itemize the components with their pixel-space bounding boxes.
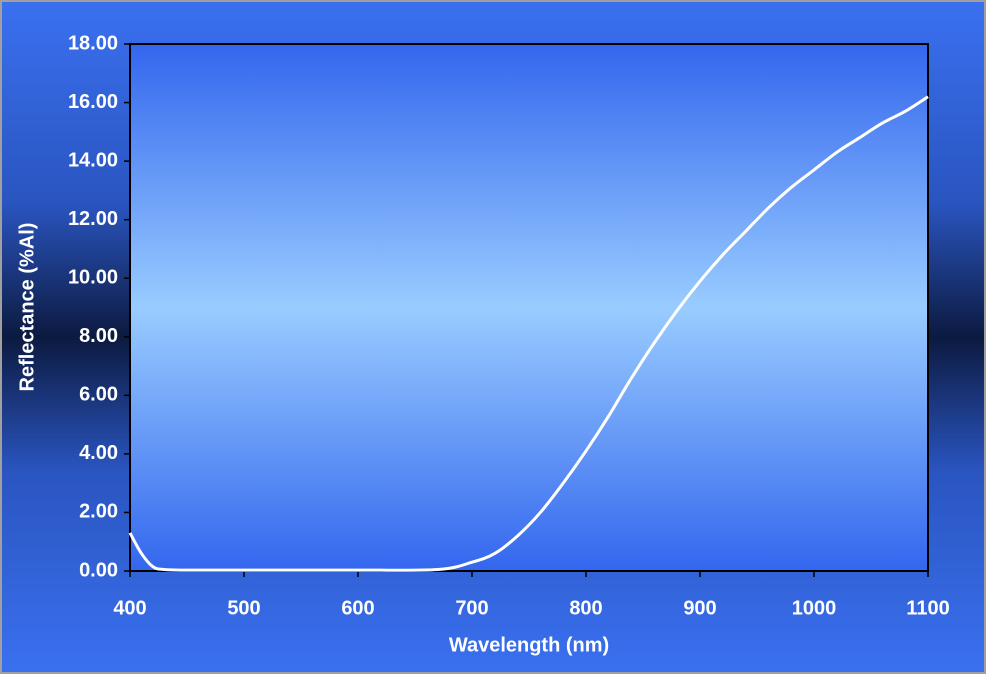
- y-tick-label: 0.00: [79, 559, 118, 581]
- x-axis-label: Wavelength (nm): [449, 634, 609, 656]
- y-tick-label: 6.00: [79, 384, 118, 406]
- x-tick-label: 1000: [792, 597, 837, 619]
- data-line: [128, 95, 929, 572]
- y-axis-label: Reflectance (%Al): [16, 223, 38, 392]
- x-tick-label: 600: [341, 597, 374, 619]
- x-tick-label: 500: [227, 597, 260, 619]
- y-tick-label: 14.00: [68, 149, 118, 171]
- y-tick-label: 12.00: [68, 208, 118, 230]
- x-tick-label: 900: [683, 597, 716, 619]
- y-tick-label: 2.00: [79, 501, 118, 523]
- y-tick-label: 8.00: [79, 325, 118, 347]
- x-tick-label: 800: [569, 597, 602, 619]
- y-tick-label: 4.00: [79, 442, 118, 464]
- plot-area: [129, 43, 929, 572]
- x-tick-label: 700: [455, 597, 488, 619]
- y-tick-label: 16.00: [68, 91, 118, 113]
- x-tick-label: 1100: [906, 597, 949, 619]
- y-tick-label: 10.00: [68, 267, 118, 289]
- y-tick-label: 18.00: [68, 32, 118, 54]
- x-tick-label: 400: [113, 597, 146, 619]
